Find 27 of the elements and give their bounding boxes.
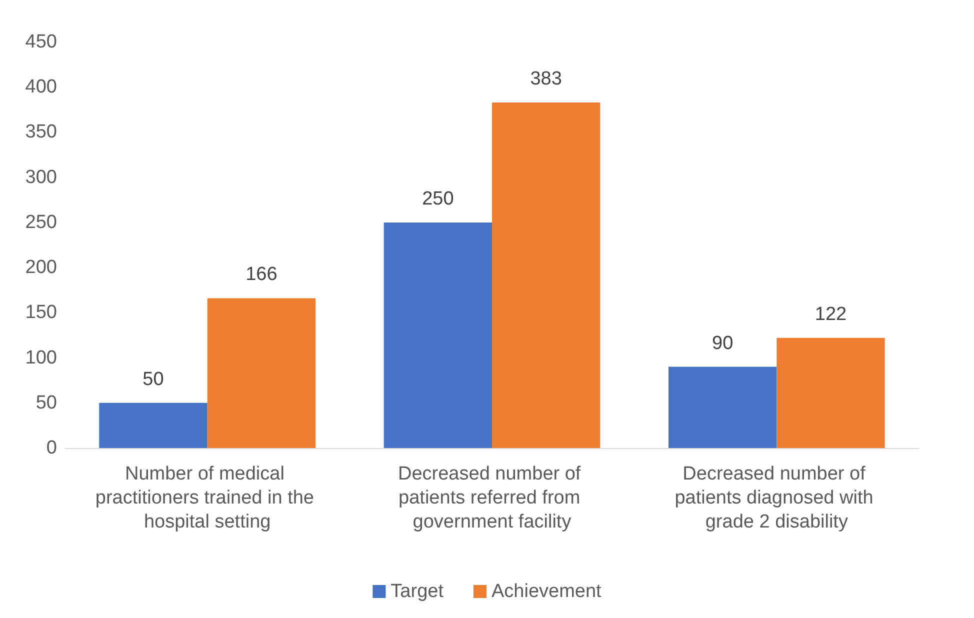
y-tick-label: 300 [25, 166, 57, 188]
data-label: 250 [422, 188, 454, 210]
bar [384, 222, 492, 448]
y-tick-label: 350 [25, 122, 57, 143]
y-tick-label: 150 [25, 302, 57, 324]
legend-label: Achievement [491, 581, 602, 602]
data-label: 383 [530, 68, 562, 90]
y-tick-label: 100 [25, 347, 57, 368]
x-tick-label: Decreased number of patients diagnosed with grade 2 disability [674, 464, 879, 532]
x-tick-label: Number of medical practitioners trained in the hospital setting [95, 464, 320, 532]
y-tick-label: 200 [25, 257, 57, 278]
data-label: 50 [142, 368, 164, 390]
bar [492, 102, 600, 448]
y-tick-label: 400 [25, 76, 57, 98]
legend-label: Target [390, 581, 444, 602]
data-label: 166 [246, 264, 278, 286]
y-tick-label: 450 [25, 32, 57, 52]
y-tick-label: 250 [25, 212, 57, 233]
data-label: 122 [814, 304, 847, 325]
y-tick-label: 0 [46, 438, 57, 458]
x-tick-label: Decreased number of patients referred from government facility [398, 464, 586, 532]
bar [99, 402, 208, 448]
bar [207, 298, 316, 448]
y-tick-label: 50 [36, 392, 57, 414]
bar [668, 366, 777, 448]
bar [776, 338, 885, 448]
data-label: 90 [712, 332, 734, 354]
